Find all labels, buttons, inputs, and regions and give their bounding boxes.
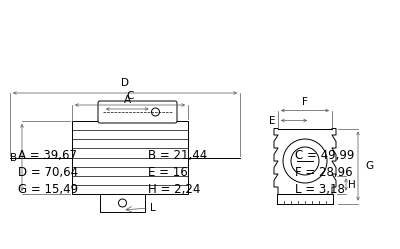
Text: H: H xyxy=(348,180,356,189)
Text: C: C xyxy=(126,91,134,101)
Text: D: D xyxy=(121,78,129,88)
Text: G: G xyxy=(365,161,373,171)
Text: H = 2,24: H = 2,24 xyxy=(148,183,200,195)
Text: E: E xyxy=(269,116,275,125)
Bar xyxy=(100,194,145,212)
Bar xyxy=(72,121,188,194)
Text: B = 21,44: B = 21,44 xyxy=(148,148,207,162)
Text: C = 49,99: C = 49,99 xyxy=(295,148,354,162)
Text: F: F xyxy=(302,97,308,107)
Circle shape xyxy=(291,147,319,175)
Text: A: A xyxy=(124,95,131,105)
Text: L: L xyxy=(150,203,156,213)
Circle shape xyxy=(152,108,160,116)
Text: L = 3,18: L = 3,18 xyxy=(295,183,345,195)
Bar xyxy=(277,193,333,203)
Circle shape xyxy=(118,199,126,207)
FancyBboxPatch shape xyxy=(98,101,177,123)
Text: F = 28,96: F = 28,96 xyxy=(295,166,353,179)
Text: A = 39,67: A = 39,67 xyxy=(18,148,77,162)
Text: D = 70,64: D = 70,64 xyxy=(18,166,78,179)
Text: E = 16: E = 16 xyxy=(148,166,188,179)
Circle shape xyxy=(283,139,327,183)
Text: G = 15,49: G = 15,49 xyxy=(18,183,78,195)
Text: B: B xyxy=(10,152,18,163)
